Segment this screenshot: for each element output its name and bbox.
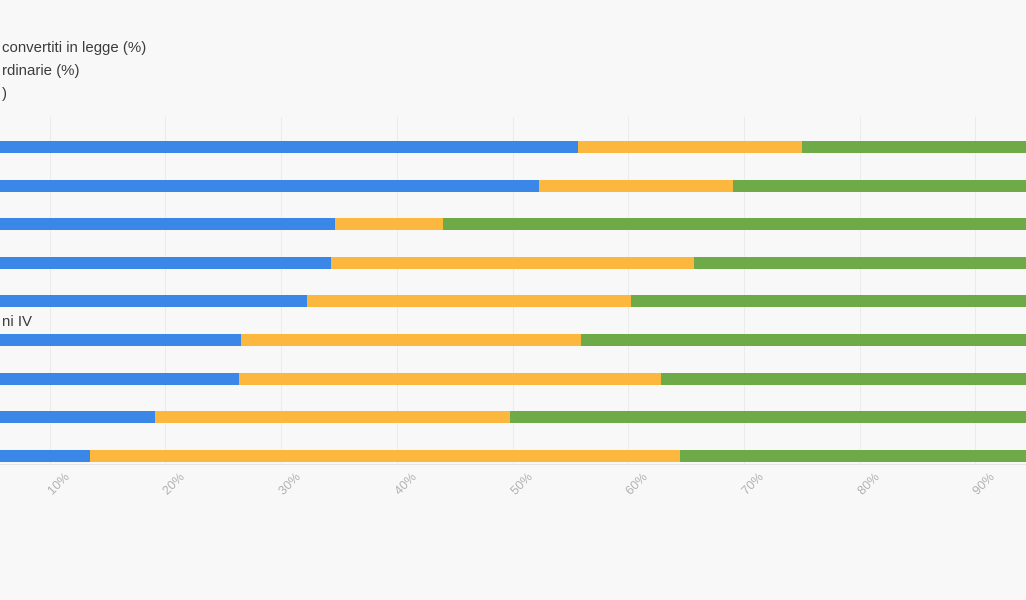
x-tick-label: 50% [506, 470, 535, 498]
gridline-50 [512, 117, 514, 464]
bar-row-6 [0, 334, 1026, 346]
bar-segment-yellow-row6[interactable] [240, 334, 581, 346]
x-tick-label: 30% [275, 470, 303, 498]
bar-row-3 [0, 218, 1026, 230]
legend-item-decreti[interactable]: convertiti in legge (%) [2, 39, 147, 56]
bar-segment-yellow-row1[interactable] [578, 141, 802, 153]
bar-row-7 [0, 373, 1026, 385]
bar-segment-yellow-row8[interactable] [154, 411, 511, 423]
gridline-10 [49, 117, 51, 464]
legend-item-ordinarie[interactable]: rdinarie (%) [2, 62, 80, 79]
bar-row-8 [0, 411, 1026, 423]
bar-segment-green-row2[interactable] [733, 180, 1026, 192]
bar-segment-green-row6[interactable] [580, 334, 1026, 346]
category-label-berlusconi-iv: ni IV [2, 313, 33, 330]
legend: convertiti in legge (%) rdinarie (%) ) [2, 36, 146, 105]
bar-segment-blue-row1[interactable] [0, 141, 579, 153]
bar-segment-green-row4[interactable] [694, 257, 1026, 269]
x-tick-label: 10% [43, 470, 72, 498]
x-tick-label: 90% [969, 470, 998, 498]
gridline-20 [165, 117, 167, 464]
bar-segment-green-row8[interactable] [510, 411, 1026, 423]
x-tick-label: 20% [159, 470, 188, 498]
x-axis-line [0, 464, 1026, 465]
bar-segment-yellow-row5[interactable] [306, 295, 631, 307]
bar-segment-green-row7[interactable] [660, 373, 1026, 385]
bar-row-4 [0, 257, 1026, 269]
gridline-70 [743, 117, 745, 464]
bar-segment-blue-row4[interactable] [0, 257, 331, 269]
bar-segment-yellow-row4[interactable] [330, 257, 695, 269]
bar-row-2 [0, 180, 1026, 192]
gridline-80 [859, 117, 861, 464]
bar-segment-green-row9[interactable] [680, 450, 1026, 462]
bar-segment-blue-row5[interactable] [0, 295, 307, 307]
bar-segment-yellow-row2[interactable] [539, 180, 734, 192]
bar-segment-blue-row7[interactable] [0, 373, 240, 385]
bar-segment-blue-row8[interactable] [0, 411, 155, 423]
bar-segment-blue-row3[interactable] [0, 218, 336, 230]
bar-segment-yellow-row3[interactable] [335, 218, 444, 230]
x-tick-label: 60% [622, 470, 651, 498]
bar-segment-blue-row9[interactable] [0, 450, 91, 462]
bar-segment-green-row3[interactable] [443, 218, 1026, 230]
x-tick-label: 40% [391, 470, 419, 498]
bar-row-1 [0, 141, 1026, 153]
bar-row-5 [0, 295, 1026, 307]
bar-row-9 [0, 450, 1026, 462]
bar-segment-green-row5[interactable] [630, 295, 1026, 307]
gridline-60 [628, 117, 630, 464]
plot-area [0, 117, 1026, 465]
gridline-90 [975, 117, 977, 464]
legend-item-altre[interactable]: ) [2, 85, 7, 102]
bar-segment-green-row1[interactable] [801, 141, 1026, 153]
bar-segment-yellow-row7[interactable] [239, 373, 661, 385]
bar-segment-blue-row2[interactable] [0, 180, 540, 192]
x-tick-label: 70% [738, 470, 766, 498]
bar-segment-blue-row6[interactable] [0, 334, 241, 346]
gridline-40 [396, 117, 398, 464]
bar-segment-yellow-row9[interactable] [90, 450, 681, 462]
gridline-30 [281, 117, 283, 464]
x-tick-label: 80% [853, 470, 882, 498]
